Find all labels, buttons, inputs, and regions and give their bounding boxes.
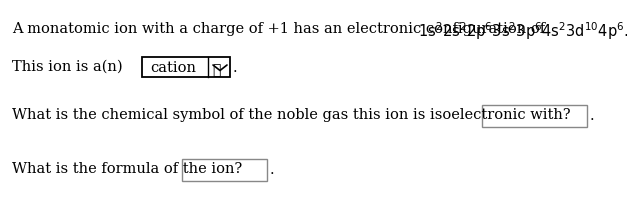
Bar [142,58,230,77]
Text: A monatomic ion with a charge of +1 has an electronic configuration of: A monatomic ion with a charge of +1 has … [12,22,550,36]
Text: This ion is a(n): This ion is a(n) [12,60,123,74]
Text: .: . [270,162,275,176]
Text: $\mathsf{1s^{2}2s^{2}2p^{6}3s^{2}3p^{6}4s^{2}3d^{10}4p^{6}}$.: $\mathsf{1s^{2}2s^{2}2p^{6}3s^{2}3p^{6}4… [418,20,627,42]
Bar [482,105,587,127]
Text: ✓: ✓ [212,63,220,77]
Text: What is the formula of the ion?: What is the formula of the ion? [12,161,242,175]
Bar [182,159,267,181]
Text: .: . [233,61,238,75]
Text: What is the chemical symbol of the noble gas this ion is isoelectronic with?: What is the chemical symbol of the noble… [12,108,571,121]
Text: .: . [590,109,594,122]
Text: cation: cation [150,61,196,75]
